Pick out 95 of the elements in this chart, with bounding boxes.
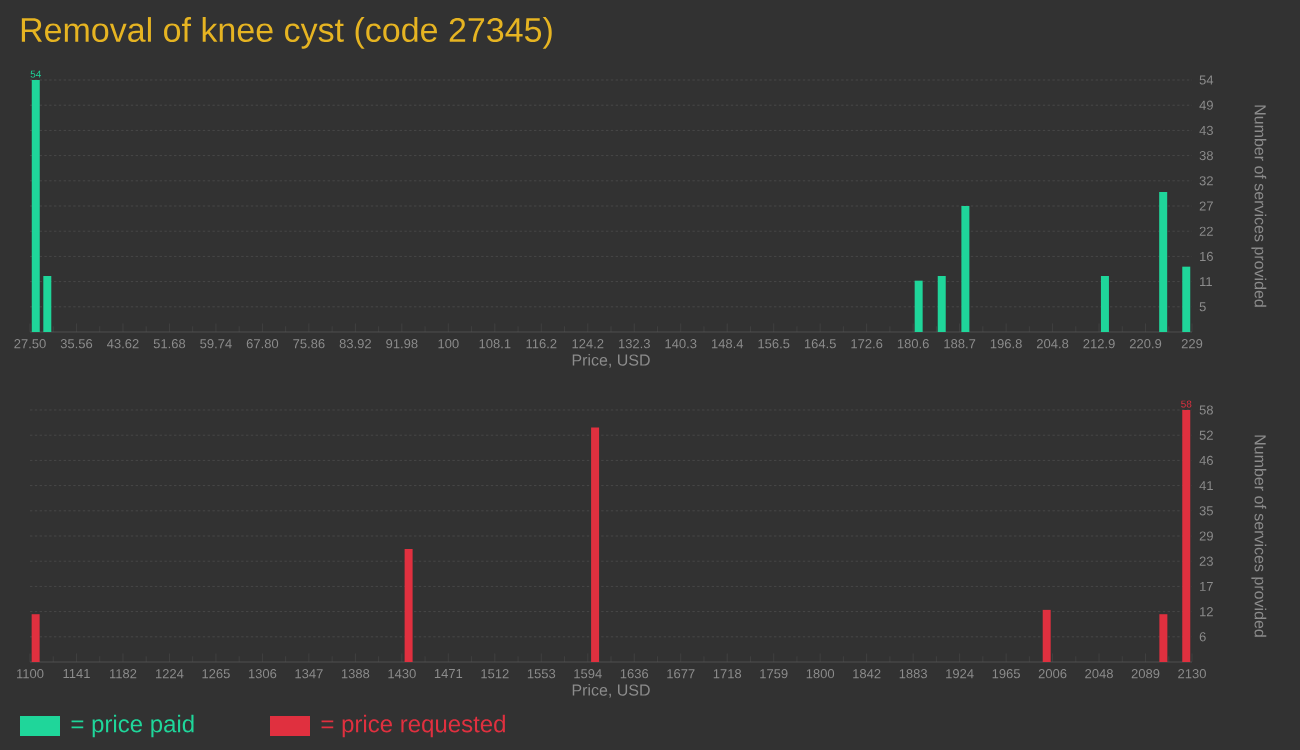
chart-title: Removal of knee cyst (code 27345) [21,17,552,49]
x-tick-label: 148.4 [711,339,744,349]
x-tick-label: 164.5 [804,339,836,349]
legend-label: = price paid [71,714,194,738]
x-tick-label: 132.3 [618,339,650,349]
x-axis-title: Price, USD [572,683,650,698]
y-tick-label: 23 [1199,556,1213,566]
x-tick-label: 2006 [1038,669,1067,679]
x-tick-label: 1141 [63,669,90,679]
y-tick-label: 54 [1199,75,1214,85]
x-tick-label: 1265 [202,669,230,679]
y-tick-label: 22 [1199,226,1213,236]
bar [1182,266,1191,332]
y-tick-label: 49 [1199,100,1213,110]
bar [1100,276,1109,332]
bar [43,276,52,332]
x-tick-label: 1842 [853,669,881,679]
x-tick-label: 1677 [667,669,695,679]
x-tick-label: 1924 [946,669,974,679]
x-tick-label: 188.7 [944,339,976,349]
bar [1182,410,1191,662]
x-tick-label: 172.6 [851,339,883,349]
x-tick-label: 2089 [1131,669,1160,679]
x-axis-title: Price, USD [572,353,650,368]
x-tick-label: 1347 [295,669,323,679]
x-tick-label: 2048 [1085,669,1113,679]
bar [31,614,40,662]
y-tick-label: 43 [1199,125,1213,136]
x-tick-label: 108.1 [479,339,511,349]
x-tick-label: 35.56 [60,339,93,349]
x-tick-label: 116.2 [526,339,557,349]
y-tick-label: 41 [1199,481,1213,491]
x-tick-label: 2130 [1178,669,1206,679]
x-tick-label: 220.9 [1129,339,1162,349]
y-tick-label: 12 [1200,607,1213,617]
x-tick-label: 100 [438,339,459,349]
x-tick-label: 59.74 [200,339,232,349]
x-tick-label: 124.2 [572,339,604,349]
bar [591,427,600,662]
x-tick-label: 1182 [109,669,137,679]
y-tick-label: 11 [1200,277,1212,287]
x-tick-label: 1388 [341,669,370,679]
bar [31,80,40,332]
bar [1159,614,1168,662]
y-axis-title: Number of services provided [1251,105,1267,307]
y-tick-label: 17 [1200,581,1213,591]
x-tick-label: 83.92 [339,339,371,349]
y-tick-label: 46 [1199,455,1213,465]
x-tick-label: 204.8 [1036,339,1069,349]
x-tick-label: 1512 [481,669,509,679]
y-tick-label: 5 [1199,302,1206,312]
bar [404,549,413,662]
x-tick-label: 1594 [574,669,602,679]
x-tick-label: 1306 [248,669,277,679]
x-tick-label: 27.50 [14,339,46,349]
legend-label: = price requested [321,714,505,738]
bar [961,206,970,332]
x-tick-label: 156.5 [758,339,790,349]
x-tick-label: 1718 [713,669,742,679]
x-tick-label: 91.98 [386,339,418,349]
y-axis-title: Number of services provided [1251,435,1267,637]
x-tick-label: 1553 [527,669,556,679]
y-tick-label: 29 [1199,531,1213,541]
y-tick-label: 6 [1199,632,1206,642]
x-tick-label: 1800 [806,669,835,679]
x-tick-label: 196.8 [990,339,1022,349]
bar [1042,609,1051,662]
x-tick-label: 1759 [760,669,788,679]
data-label: 58 [1181,400,1192,408]
x-tick-label: 1100 [17,669,44,679]
bar [1159,192,1168,332]
x-tick-label: 1965 [992,669,1020,679]
x-tick-label: 1471 [434,669,463,679]
y-tick-label: 58 [1199,405,1213,415]
x-tick-label: 43.62 [107,339,139,349]
y-tick-label: 52 [1199,430,1213,440]
x-tick-label: 51.68 [153,339,186,349]
bar [914,280,923,332]
data-label: 54 [30,70,42,78]
y-tick-label: 32 [1199,176,1213,186]
x-tick-label: 67.80 [246,339,279,349]
x-tick-label: 1883 [899,669,928,679]
x-tick-label: 75.86 [293,339,325,349]
y-tick-label: 35 [1199,506,1213,516]
x-tick-label: 212.9 [1083,339,1115,349]
x-tick-label: 1636 [620,669,649,679]
y-tick-label: 27 [1199,201,1213,211]
y-tick-label: 38 [1199,151,1213,161]
bar [937,276,946,332]
x-tick-label: 1430 [388,669,416,679]
x-tick-label: 1224 [155,669,184,679]
x-tick-label: 229 [1181,339,1203,349]
x-tick-label: 180.6 [897,339,929,349]
x-tick-label: 140.3 [665,339,697,349]
y-tick-label: 16 [1200,251,1213,261]
